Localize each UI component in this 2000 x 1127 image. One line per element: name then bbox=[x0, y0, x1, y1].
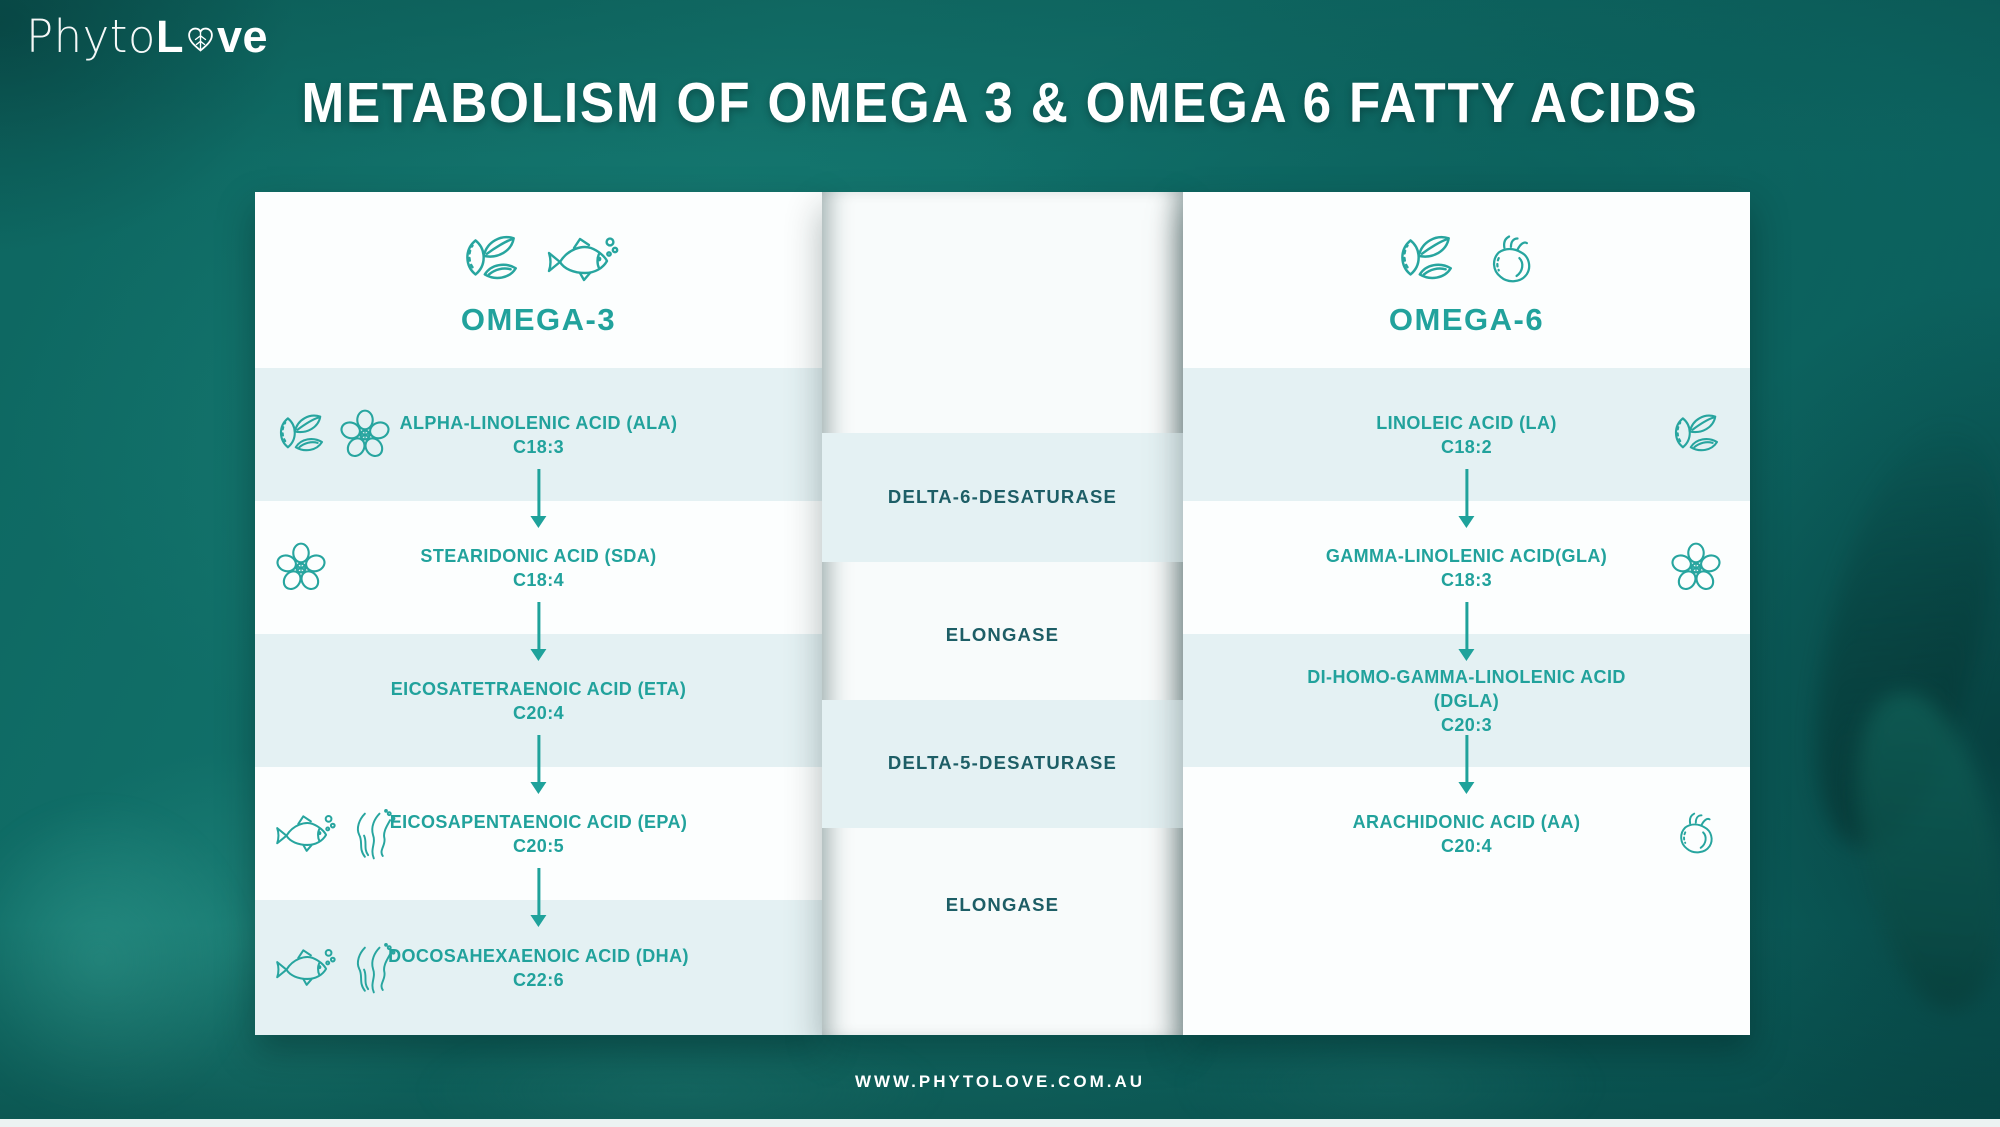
seeds-icon bbox=[273, 409, 329, 461]
acid-formula: C18:2 bbox=[1440, 436, 1493, 457]
row-icons bbox=[273, 808, 401, 860]
down-arrow-icon bbox=[536, 469, 541, 517]
acid-formula: C20:4 bbox=[512, 702, 565, 723]
omega6-panel: OMEGA-6 LINOLEIC ACID (LA) C18:2 GAMMA-L… bbox=[1183, 192, 1750, 1035]
background-leaf-blur bbox=[1828, 679, 2000, 1021]
background-leaf-blur bbox=[1773, 407, 2000, 863]
acid-name: LINOLEIC ACID (LA) bbox=[1376, 412, 1557, 433]
seaweed-icon bbox=[345, 942, 401, 994]
down-arrow-icon bbox=[1464, 469, 1469, 517]
acid-formula: C18:3 bbox=[512, 436, 565, 457]
down-arrow-icon bbox=[1464, 735, 1469, 783]
acid-name: ARACHIDONIC ACID (AA) bbox=[1352, 811, 1581, 832]
metabolism-diagram: OMEGA-3 ALPHA-LINOLENIC ACID (ALA) C18:3… bbox=[255, 192, 1750, 1035]
omega3-header-icons bbox=[458, 230, 620, 290]
down-arrow-icon bbox=[536, 602, 541, 650]
logo-text-l: L bbox=[155, 11, 184, 62]
acid-formula: C20:3 bbox=[1440, 714, 1493, 735]
omega3-panel: OMEGA-3 ALPHA-LINOLENIC ACID (ALA) C18:3… bbox=[255, 192, 822, 1035]
bottom-edge-strip bbox=[0, 1119, 2000, 1127]
row-icons bbox=[1666, 808, 1724, 860]
enzyme-label-delta6: DELTA-6-DESATURASE bbox=[887, 486, 1118, 507]
acid-formula: C20:5 bbox=[512, 835, 565, 856]
acid-name: EICOSATETRAENOIC ACID (ETA) bbox=[390, 678, 687, 699]
acid-formula: C18:3 bbox=[1440, 569, 1493, 590]
seeds-icon bbox=[458, 230, 524, 290]
acid-formula: C22:6 bbox=[512, 969, 565, 990]
fish-icon bbox=[273, 942, 337, 994]
down-arrow-icon bbox=[1464, 602, 1469, 650]
fish-icon bbox=[544, 230, 620, 290]
acid-name: GAMMA-LINOLENIC ACID(GLA) bbox=[1325, 545, 1608, 566]
logo-text-phyto: Phyto bbox=[26, 10, 156, 63]
omega3-heading: OMEGA-3 bbox=[460, 302, 617, 337]
acid-formula: C18:4 bbox=[512, 569, 565, 590]
enzyme-label-elongase1: ELONGASE bbox=[945, 624, 1060, 645]
page-title: METABOLISM OF OMEGA 3 & OMEGA 6 FATTY AC… bbox=[301, 71, 1699, 135]
omega6-header: OMEGA-6 bbox=[1183, 192, 1750, 368]
omega6-header-icons bbox=[1393, 230, 1541, 290]
acid-name: STEARIDONIC ACID (SDA) bbox=[420, 545, 657, 566]
flower-icon bbox=[337, 409, 393, 461]
seaweed-icon bbox=[345, 808, 401, 860]
acid-row-sda: STEARIDONIC ACID (SDA) C18:4 bbox=[255, 501, 822, 634]
row-icons bbox=[1668, 542, 1724, 594]
heart-icon bbox=[1666, 808, 1724, 860]
flower-icon bbox=[1668, 542, 1724, 594]
seeds-icon bbox=[1668, 409, 1724, 461]
flower-icon bbox=[273, 542, 329, 594]
acid-row-aa: ARACHIDONIC ACID (AA) C20:4 bbox=[1183, 767, 1750, 900]
row-icons bbox=[273, 409, 393, 461]
phytolove-logo: Phyto L ve bbox=[26, 14, 268, 59]
fish-icon bbox=[273, 808, 337, 860]
enzymes-panel: DELTA-6-DESATURASE ELONGASE DELTA-5-DESA… bbox=[822, 192, 1183, 1035]
omega3-header: OMEGA-3 bbox=[255, 192, 822, 368]
omega6-heading: OMEGA-6 bbox=[1388, 302, 1545, 337]
row-icons bbox=[1668, 409, 1724, 461]
acid-name: ALPHA-LINOLENIC ACID (ALA) bbox=[399, 412, 678, 433]
enzyme-band bbox=[822, 433, 1183, 562]
acid-formula: C20:4 bbox=[1440, 835, 1493, 856]
website-url: WWW.PHYTOLOVE.COM.AU bbox=[854, 1072, 1146, 1091]
seeds-icon bbox=[1393, 230, 1459, 290]
down-arrow-icon bbox=[536, 868, 541, 916]
acid-row-epa: EICOSAPENTAENOIC ACID (EPA) C20:5 bbox=[255, 767, 822, 900]
heart-icon bbox=[1479, 230, 1541, 290]
acid-name-abbr: (DGLA) bbox=[1433, 690, 1500, 711]
acid-name: DI-HOMO-GAMMA-LINOLENIC ACID bbox=[1307, 666, 1626, 687]
enzyme-label-delta5: DELTA-5-DESATURASE bbox=[887, 752, 1118, 773]
enzyme-label-elongase2: ELONGASE bbox=[945, 894, 1060, 915]
acid-row-gla: GAMMA-LINOLENIC ACID(GLA) C18:3 bbox=[1183, 501, 1750, 634]
enzyme-band bbox=[822, 700, 1183, 828]
heart-leaf-icon bbox=[188, 27, 213, 52]
logo-text-ve: ve bbox=[216, 11, 269, 62]
row-icons bbox=[273, 942, 401, 994]
acid-name: EICOSAPENTAENOIC ACID (EPA) bbox=[389, 811, 688, 832]
down-arrow-icon bbox=[536, 735, 541, 783]
row-icons bbox=[273, 542, 329, 594]
acid-name: DOCOSAHEXAENOIC ACID (DHA) bbox=[388, 945, 689, 966]
